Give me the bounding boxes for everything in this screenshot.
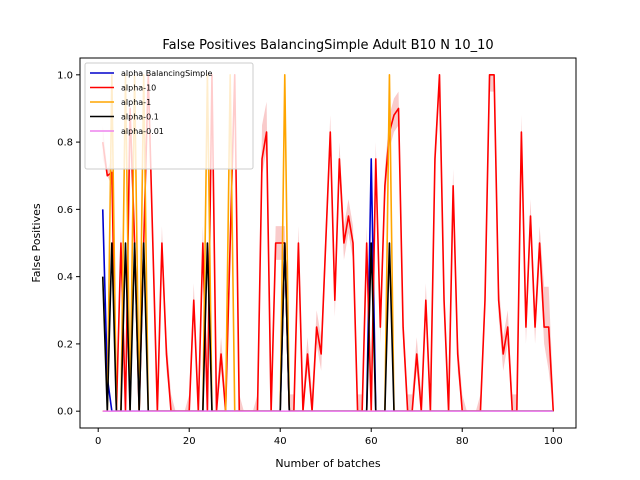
y-tick-label: 0.2 [57, 339, 73, 350]
legend-label-alpha-10: alpha-10 [121, 84, 156, 93]
x-axis-label: Number of batches [275, 457, 381, 470]
axes-frame [79, 57, 577, 429]
y-axis-label: False Positives [30, 203, 43, 283]
x-tick-label: 0 [95, 436, 101, 447]
y-axis-ticks: 0.0 0.2 0.4 0.6 0.8 1.0 [57, 70, 80, 418]
y-tick-label: 0.4 [57, 272, 73, 283]
legend: alpha BalancingSimple alpha-10 alpha-1 alph… [84, 62, 254, 170]
x-tick-label: 40 [274, 436, 287, 447]
legend-label-alpha-0-1: alpha-0.1 [121, 113, 159, 122]
x-axis-ticks: 0 20 40 60 80 100 [95, 428, 563, 447]
legend-box [84, 62, 254, 170]
x-tick-label: 100 [544, 436, 563, 447]
x-tick-label: 80 [456, 436, 469, 447]
y-tick-label: 0.0 [57, 407, 73, 418]
legend-label-alpha-1: alpha-1 [121, 98, 151, 107]
x-tick-label: 60 [365, 436, 378, 447]
y-tick-label: 1.0 [57, 70, 73, 81]
legend-label-alpha-balancingsimple: alpha BalancingSimple [121, 69, 212, 78]
series-lines [101, 74, 555, 412]
x-tick-label: 20 [183, 436, 196, 447]
chart-title: False Positives BalancingSimple Adult B1… [162, 38, 493, 53]
legend-label-alpha-0-01: alpha-0.01 [121, 127, 164, 136]
plot-area [101, 74, 555, 412]
y-tick-label: 0.8 [57, 138, 73, 149]
y-tick-label: 0.6 [57, 205, 73, 216]
